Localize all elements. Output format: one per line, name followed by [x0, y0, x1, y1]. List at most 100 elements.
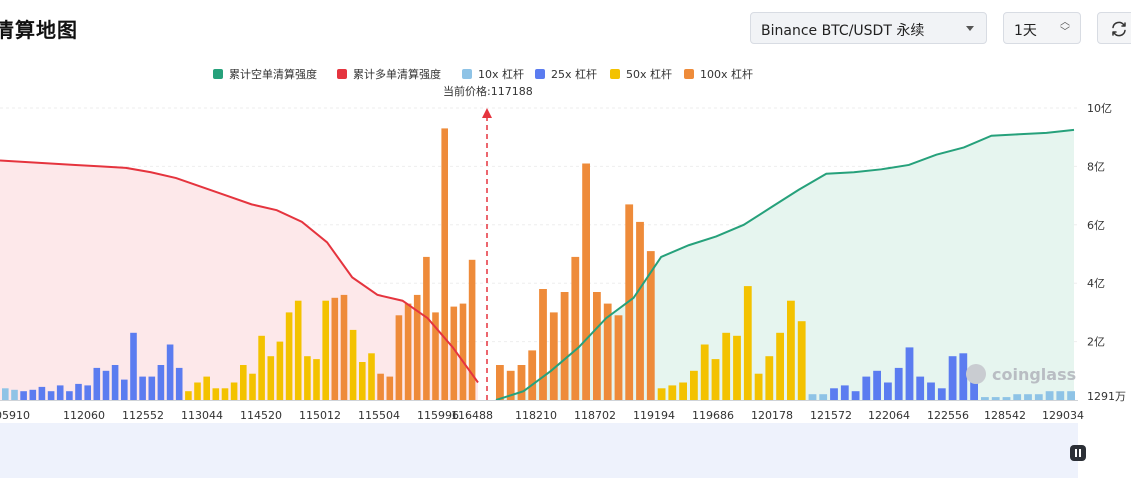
liquidation-bar-lev50[interactable] — [230, 382, 238, 401]
liquidation-bar-lev50[interactable] — [754, 373, 763, 400]
liquidation-bar-lev100[interactable] — [432, 312, 439, 400]
liquidation-bar-lev50[interactable] — [733, 335, 741, 400]
interval-select[interactable]: 1天 ︿ ﹀ — [1003, 12, 1081, 44]
liquidation-bar-lev100[interactable] — [331, 297, 339, 400]
liquidation-bar-lev10[interactable] — [1024, 394, 1032, 400]
liquidation-bar-lev50[interactable] — [690, 370, 698, 400]
liquidation-bar-lev50[interactable] — [668, 385, 677, 400]
liquidation-bar-lev50[interactable] — [240, 365, 247, 400]
liquidation-bar-lev25[interactable] — [948, 356, 957, 400]
liquidation-bar-lev100[interactable] — [614, 315, 623, 400]
liquidation-bar-lev50[interactable] — [765, 356, 774, 400]
liquidation-bar-lev25[interactable] — [157, 365, 165, 400]
liquidation-bar-lev50[interactable] — [322, 300, 329, 400]
liquidation-bar-lev25[interactable] — [927, 382, 935, 401]
liquidation-bar-lev100[interactable] — [441, 128, 448, 400]
liquidation-bar-lev25[interactable] — [916, 376, 925, 400]
liquidation-bar-lev25[interactable] — [75, 383, 82, 400]
legend-item-lev50[interactable]: 50x 杠杆 — [610, 66, 672, 82]
liquidation-bar-lev10[interactable] — [2, 388, 9, 400]
liquidation-bar-lev25[interactable] — [862, 376, 871, 400]
liquidation-bar-lev25[interactable] — [66, 391, 73, 400]
liquidation-bar-lev50[interactable] — [267, 356, 275, 400]
liquidation-bar-lev100[interactable] — [506, 370, 515, 400]
liquidation-bar-lev100[interactable] — [571, 256, 580, 400]
liquidation-bar-lev25[interactable] — [139, 376, 146, 400]
liquidation-bar-lev50[interactable] — [185, 391, 192, 400]
liquidation-bar-lev50[interactable] — [212, 388, 220, 400]
liquidation-bar-lev50[interactable] — [787, 300, 795, 400]
liquidation-bar-lev10[interactable] — [1056, 391, 1065, 400]
liquidation-bar-lev100[interactable] — [377, 373, 384, 400]
liquidation-bar-lev50[interactable] — [285, 312, 293, 400]
liquidation-bar-lev10[interactable] — [1002, 397, 1011, 400]
liquidation-bar-lev25[interactable] — [166, 344, 174, 401]
liquidation-bar-lev25[interactable] — [937, 388, 946, 400]
liquidation-bar-lev100[interactable] — [646, 251, 655, 400]
liquidation-bar-lev25[interactable] — [851, 391, 860, 400]
liquidation-bar-lev25[interactable] — [38, 386, 46, 400]
liquidation-bar-lev100[interactable] — [386, 376, 394, 400]
liquidation-bar-lev100[interactable] — [528, 350, 537, 400]
liquidation-bar-lev25[interactable] — [905, 347, 914, 400]
liquidation-bar-lev10[interactable] — [1045, 391, 1054, 400]
liquidation-bar-lev100[interactable] — [549, 312, 558, 400]
liquidation-bar-lev50[interactable] — [368, 353, 375, 400]
liquidation-bar-lev10[interactable] — [1067, 391, 1075, 400]
liquidation-bar-lev10[interactable] — [808, 394, 817, 400]
liquidation-bar-lev25[interactable] — [840, 385, 849, 400]
liquidation-bar-lev25[interactable] — [894, 367, 903, 400]
liquidation-bar-lev25[interactable] — [148, 376, 156, 400]
liquidation-bar-lev50[interactable] — [722, 332, 731, 400]
liquidation-bar-lev50[interactable] — [203, 376, 210, 400]
liquidation-bar-lev50[interactable] — [304, 356, 311, 400]
liquidation-bar-lev25[interactable] — [830, 388, 838, 400]
liquidation-bar-lev25[interactable] — [93, 367, 101, 400]
liquidation-bar-lev50[interactable] — [657, 388, 666, 400]
liquidation-bar-lev25[interactable] — [111, 365, 119, 400]
liquidation-bar-lev50[interactable] — [194, 382, 201, 401]
liquidation-bar-lev100[interactable] — [560, 292, 569, 400]
refresh-button[interactable] — [1097, 12, 1131, 44]
liquidation-bar-lev100[interactable] — [539, 289, 547, 400]
liquidation-bar-lev25[interactable] — [130, 332, 137, 400]
liquidation-bar-lev10[interactable] — [981, 397, 989, 400]
liquidation-bar-lev25[interactable] — [121, 379, 128, 400]
chart-navigator[interactable] — [0, 423, 1078, 478]
liquidation-bar-lev100[interactable] — [340, 294, 348, 400]
liquidation-bar-lev10[interactable] — [819, 394, 828, 400]
liquidation-bar-lev50[interactable] — [349, 329, 357, 400]
liquidation-bar-lev50[interactable] — [359, 362, 366, 400]
liquidation-bar-lev50[interactable] — [711, 359, 720, 400]
liquidation-bar-lev100[interactable] — [468, 259, 476, 400]
liquidation-bar-lev100[interactable] — [496, 365, 504, 400]
liquidation-bar-lev100[interactable] — [459, 303, 467, 400]
liquidation-bar-lev50[interactable] — [221, 388, 229, 400]
liquidation-bar-lev10[interactable] — [1034, 394, 1043, 400]
liquidation-bar-lev50[interactable] — [679, 382, 687, 401]
liquidation-bar-lev50[interactable] — [258, 335, 265, 400]
liquidation-bar-lev100[interactable] — [582, 163, 590, 401]
pause-button[interactable] — [1070, 445, 1086, 461]
liquidation-bar-lev10[interactable] — [991, 397, 1000, 400]
liquidation-bar-lev100[interactable] — [636, 221, 644, 400]
liquidation-bar-lev100[interactable] — [450, 306, 458, 400]
legend-item-cum_short[interactable]: 累计空单清算强度 — [213, 66, 317, 82]
liquidation-bar-lev25[interactable] — [970, 370, 978, 400]
liquidation-bar-lev100[interactable] — [413, 294, 421, 400]
liquidation-chart[interactable]: 105910 112060 112552 113044 114520 115012 1155… — [0, 0, 1131, 423]
liquidation-bar-lev100[interactable] — [603, 303, 612, 400]
liquidation-bar-lev50[interactable] — [294, 300, 302, 400]
liquidation-bar-lev50[interactable] — [249, 373, 256, 400]
liquidation-bar-lev25[interactable] — [56, 385, 64, 400]
legend-item-lev10[interactable]: 10x 杠杆 — [462, 66, 524, 82]
liquidation-bar-lev50[interactable] — [313, 359, 320, 400]
liquidation-bar-lev50[interactable] — [776, 332, 784, 400]
legend-item-lev100[interactable]: 100x 杠杆 — [684, 66, 753, 82]
liquidation-bar-lev25[interactable] — [20, 391, 27, 400]
liquidation-bar-lev25[interactable] — [884, 382, 892, 401]
liquidation-bar-lev25[interactable] — [175, 367, 183, 400]
liquidation-bar-lev100[interactable] — [423, 256, 430, 400]
liquidation-bar-lev100[interactable] — [593, 292, 601, 400]
legend-item-cum_long[interactable]: 累计多单清算强度 — [337, 66, 441, 82]
